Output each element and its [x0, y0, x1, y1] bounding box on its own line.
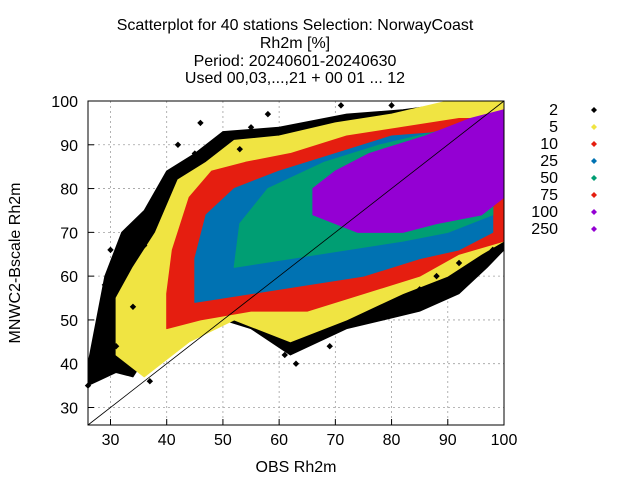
legend-item: 5 [549, 119, 597, 136]
legend-item: 2 [549, 102, 597, 119]
data-point [219, 132, 227, 140]
x-tick-label: 90 [439, 432, 457, 449]
legend-marker [591, 107, 597, 113]
data-point [101, 281, 109, 289]
data-point [433, 272, 440, 280]
legend-marker [591, 192, 597, 198]
x-tick-label: 50 [214, 432, 232, 449]
x-tick-label: 40 [158, 432, 176, 449]
legend-item: 100 [531, 204, 597, 221]
legend-label: 10 [540, 136, 558, 153]
y-tick-label: 50 [60, 313, 78, 330]
x-tick-label: 60 [270, 432, 288, 449]
data-point [399, 294, 407, 302]
title-line-1: Scatterplot for 40 stations Selection: N… [117, 17, 474, 34]
legend-label: 50 [540, 170, 558, 187]
legend-label: 25 [540, 153, 558, 170]
data-point [343, 321, 350, 328]
y-tick-label: 40 [60, 357, 78, 374]
chart-title: Scatterplot for 40 stations Selection: N… [117, 17, 474, 87]
data-point [163, 189, 170, 197]
data-point [489, 246, 496, 254]
data-point [146, 378, 154, 385]
legend-item: 50 [540, 170, 597, 187]
x-axis-label: OBS Rh2m [256, 459, 337, 476]
axis-ticks: 30 40 50 60 70 80 90 100 30 40 50 60 70 80 90 100 [51, 94, 517, 449]
data-point [129, 303, 137, 310]
y-tick-label: 60 [60, 269, 78, 286]
legend-label: 100 [531, 204, 558, 221]
data-point [124, 259, 131, 267]
data-point [472, 264, 480, 271]
data-point [455, 259, 463, 267]
legend-marker [591, 141, 597, 147]
x-tick-label: 100 [491, 432, 518, 449]
data-point [326, 342, 333, 350]
legend-marker [591, 209, 597, 215]
data-point [152, 207, 159, 214]
legend-item: 10 [540, 136, 597, 153]
data-point [107, 246, 114, 254]
data-point [281, 351, 288, 359]
legend-marker [591, 124, 597, 130]
legend-item: 75 [540, 187, 597, 204]
legend-marker [591, 175, 597, 181]
y-tick-label: 30 [60, 400, 78, 417]
data-point [141, 242, 148, 249]
x-tick-label: 30 [102, 432, 120, 449]
data-point [197, 119, 204, 127]
data-point [174, 141, 182, 148]
data-point [388, 102, 395, 109]
title-line-2: Rh2m [%] [260, 35, 330, 52]
legend-item: 250 [531, 221, 597, 238]
legend-label: 75 [540, 187, 558, 204]
data-point [112, 342, 120, 350]
legend-label: 5 [549, 119, 558, 136]
data-point [135, 220, 142, 227]
legend-item: 25 [540, 153, 597, 170]
data-point [365, 316, 373, 324]
x-tick-label: 80 [383, 432, 401, 449]
data-points [84, 102, 496, 389]
plot-frame [87, 100, 505, 426]
data-point [309, 334, 317, 341]
data-point [236, 145, 243, 153]
data-point [191, 150, 199, 157]
title-line-4: Used 00,03,...,21 + 00 01 ... 12 [185, 70, 405, 87]
y-tick-label: 100 [51, 94, 78, 111]
data-point [292, 360, 300, 367]
y-tick-label: 70 [60, 225, 78, 242]
data-point [382, 303, 390, 310]
data-point [264, 110, 272, 118]
data-point [247, 124, 255, 131]
data-point [337, 102, 345, 109]
density-bands [87, 100, 505, 387]
data-point [416, 286, 423, 293]
y-tick-label: 80 [60, 182, 78, 199]
data-point [118, 364, 125, 372]
legend-label: 2 [549, 102, 558, 119]
y-tick-label: 90 [60, 138, 78, 155]
x-tick-label: 70 [326, 432, 344, 449]
diagonal-reference-line [87, 100, 505, 426]
title-line-3: Period: 20240601-20240630 [194, 53, 397, 70]
y-axis-label: MNWC2-Bscale Rh2m [7, 183, 24, 344]
legend-marker [591, 158, 597, 164]
legend-marker [591, 226, 597, 232]
legend-label: 250 [531, 221, 558, 238]
